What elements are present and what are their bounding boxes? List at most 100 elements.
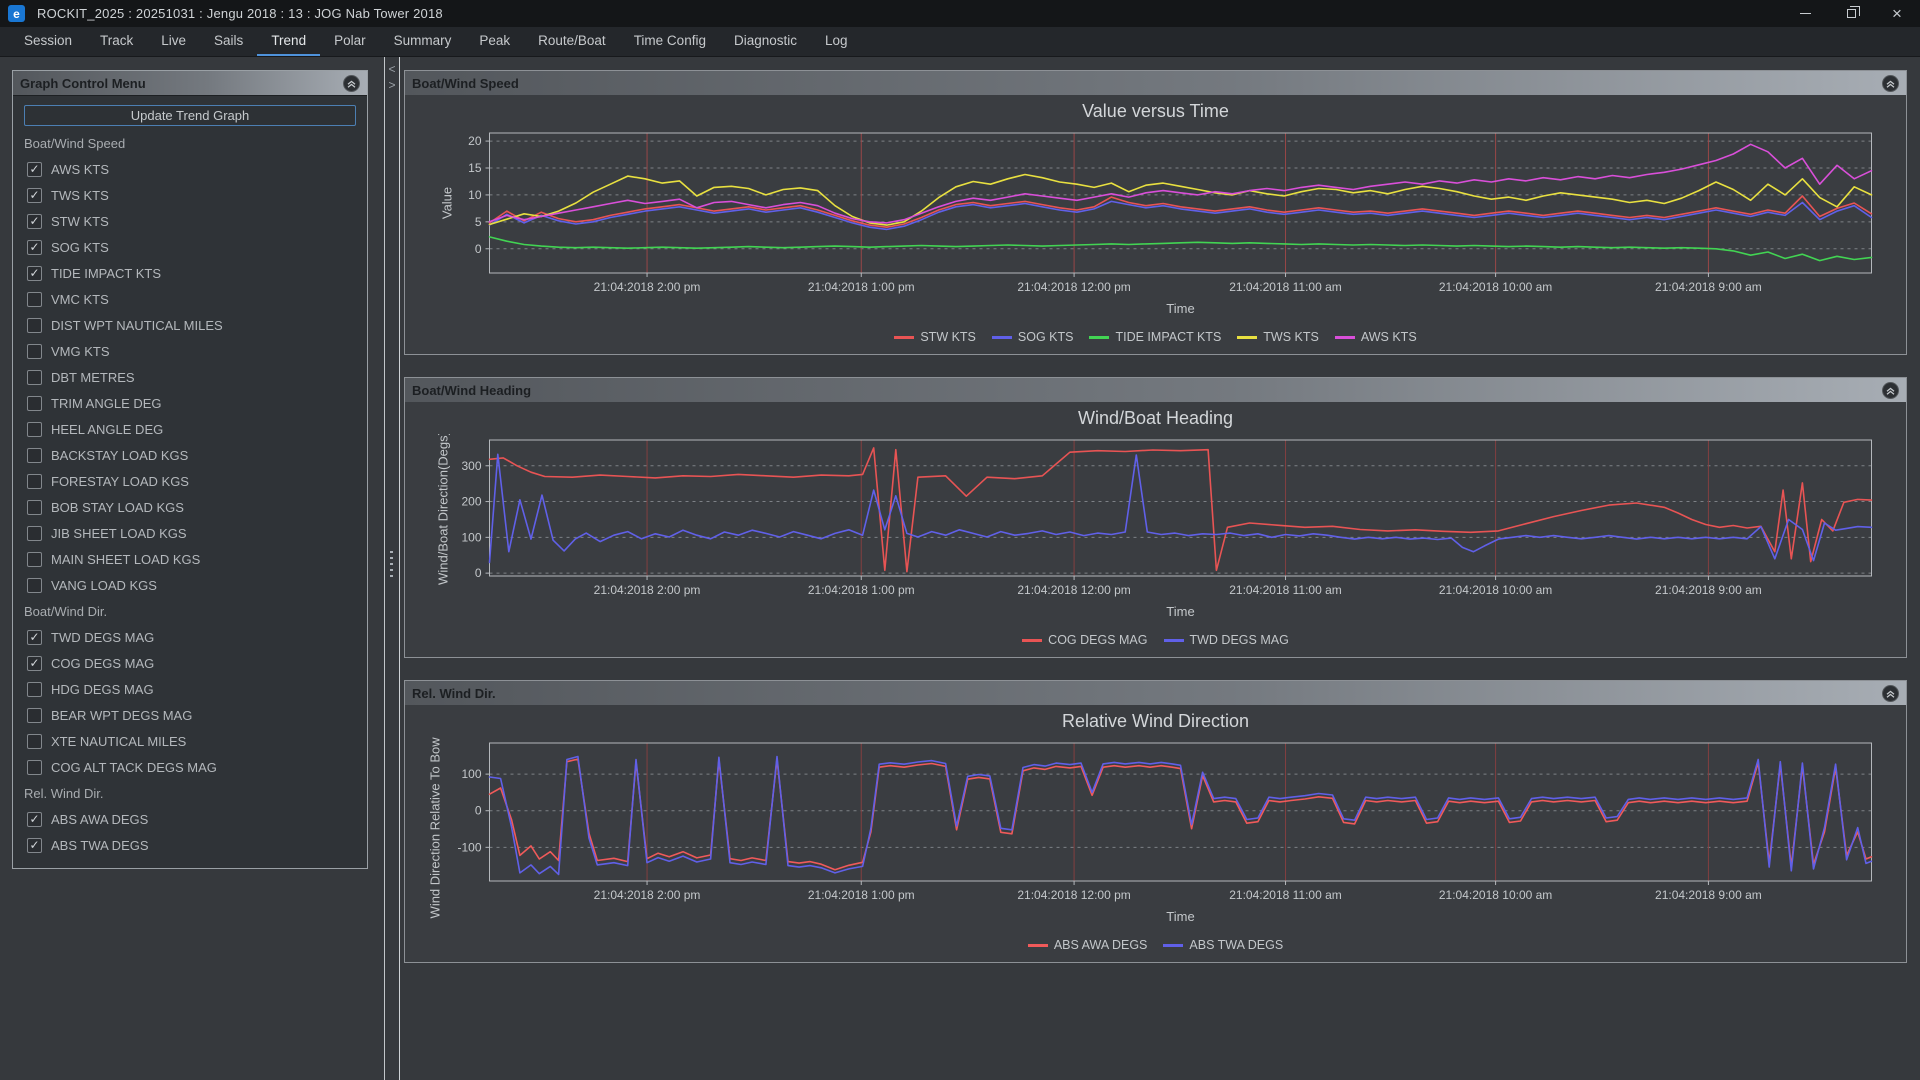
chart-plot: 0 5 10 15 20 21:04:2018 2:00 pm 21:04:2018 1:0… (440, 132, 1873, 316)
checkbox-label: BACKSTAY LOAD KGS (51, 447, 189, 463)
checkbox-item-vmc-kts[interactable]: VMC KTS (24, 286, 356, 312)
checkbox-item-bear-wpt-degs-mag[interactable]: BEAR WPT DEGS MAG (24, 702, 356, 728)
svg-text:Time: Time (1166, 909, 1194, 924)
chart-panel-rel-wind-dir: Rel. Wind Dir. Relative Wind Direction -… (404, 680, 1907, 963)
menu-item-polar[interactable]: Polar (334, 33, 366, 48)
legend-label: TIDE IMPACT KTS (1115, 330, 1222, 344)
checkbox-unchecked-icon[interactable] (27, 317, 42, 333)
checkbox-item-heel-angle-deg[interactable]: HEEL ANGLE DEG (24, 416, 356, 442)
menu-item-sails[interactable]: Sails (214, 33, 244, 48)
menu-item-peak[interactable]: Peak (479, 33, 511, 48)
checkbox-unchecked-icon[interactable] (27, 499, 42, 515)
checkbox-item-sog-kts[interactable]: ✓ SOG KTS (24, 234, 356, 260)
checkbox-unchecked-icon[interactable] (27, 343, 42, 359)
checkbox-checked-icon[interactable]: ✓ (27, 187, 42, 203)
svg-text:21:04:2018 12:00 pm: 21:04:2018 12:00 pm (1017, 583, 1130, 597)
checkbox-item-jib-sheet-load-kgs[interactable]: JIB SHEET LOAD KGS (24, 520, 356, 546)
checkbox-item-bob-stay-load-kgs[interactable]: BOB STAY LOAD KGS (24, 494, 356, 520)
checkbox-unchecked-icon[interactable] (27, 421, 42, 437)
checkbox-checked-icon[interactable]: ✓ (27, 213, 42, 229)
checkbox-unchecked-icon[interactable] (27, 369, 42, 385)
expand-right-icon[interactable]: > (388, 78, 396, 92)
window-title: ROCKIT_2025 : 20251031 : Jengu 2018 : 13… (37, 6, 443, 21)
menu-item-route-boat[interactable]: Route/Boat (538, 33, 606, 48)
checkbox-item-hdg-degs-mag[interactable]: HDG DEGS MAG (24, 676, 356, 702)
checkbox-item-vang-load-kgs[interactable]: VANG LOAD KGS (24, 572, 356, 598)
checkbox-item-aws-kts[interactable]: ✓ AWS KTS (24, 156, 356, 182)
checkbox-item-tide-impact-kts[interactable]: ✓ TIDE IMPACT KTS (24, 260, 356, 286)
splitter-grip[interactable] (390, 551, 393, 581)
checkbox-checked-icon[interactable]: ✓ (27, 239, 42, 255)
collapse-left-icon[interactable]: < (388, 62, 396, 76)
checkbox-item-stw-kts[interactable]: ✓ STW KTS (24, 208, 356, 234)
menu-item-track[interactable]: Track (100, 33, 134, 48)
svg-text:Value: Value (440, 187, 455, 219)
collapse-icon[interactable] (1882, 684, 1899, 702)
checkbox-unchecked-icon[interactable] (27, 291, 42, 307)
menu-item-diagnostic[interactable]: Diagnostic (733, 33, 797, 48)
svg-text:21:04:2018 1:00 pm: 21:04:2018 1:00 pm (808, 583, 915, 597)
checkbox-checked-icon[interactable]: ✓ (27, 161, 42, 177)
checkbox-label: TWD DEGS MAG (51, 629, 155, 645)
checkbox-item-cog-degs-mag[interactable]: ✓ COG DEGS MAG (24, 650, 356, 676)
menu-item-session[interactable]: Session (24, 33, 73, 48)
splitter[interactable]: < > (384, 57, 400, 1080)
checkbox-label: TRIM ANGLE DEG (51, 395, 162, 411)
legend-label: TWS KTS (1263, 330, 1319, 344)
checkbox-item-cog-alt-tack-degs-mag[interactable]: COG ALT TACK DEGS MAG (24, 754, 356, 780)
menu-item-summary[interactable]: Summary (393, 33, 452, 48)
checkbox-unchecked-icon[interactable] (27, 733, 42, 749)
chart-legend: COG DEGS MAG TWD DEGS MAG (415, 630, 1896, 650)
checkbox-unchecked-icon[interactable] (27, 551, 42, 567)
checkbox-item-backstay-load-kgs[interactable]: BACKSTAY LOAD KGS (24, 442, 356, 468)
checkbox-item-xte-nautical-miles[interactable]: XTE NAUTICAL MILES (24, 728, 356, 754)
checkbox-unchecked-icon[interactable] (27, 447, 42, 463)
graph-control-list: Boat/Wind Speed ✓ AWS KTS ✓ TWS KTS ✓ STW KTS ✓… (24, 130, 356, 858)
svg-text:200: 200 (461, 495, 481, 509)
checkbox-item-vmg-kts[interactable]: VMG KTS (24, 338, 356, 364)
collapse-icon[interactable] (1882, 74, 1899, 92)
svg-text:0: 0 (475, 242, 482, 256)
legend-item-twd-degs-mag: TWD DEGS MAG (1163, 633, 1289, 647)
checkbox-item-dbt-metres[interactable]: DBT METRES (24, 364, 356, 390)
collapse-icon[interactable] (343, 74, 360, 92)
legend-item-abs-awa-degs: ABS AWA DEGS (1027, 938, 1147, 952)
checkbox-unchecked-icon[interactable] (27, 707, 42, 723)
checkbox-checked-icon[interactable]: ✓ (27, 265, 42, 281)
restore-button[interactable] (1828, 0, 1874, 27)
close-button[interactable]: × (1892, 4, 1902, 23)
legend-item-aws-kts: AWS KTS (1334, 330, 1417, 344)
checkbox-item-twd-degs-mag[interactable]: ✓ TWD DEGS MAG (24, 624, 356, 650)
checkbox-checked-icon[interactable]: ✓ (27, 629, 42, 645)
checkbox-unchecked-icon[interactable] (27, 525, 42, 541)
svg-text:Time: Time (1166, 301, 1194, 316)
collapse-icon[interactable] (1882, 381, 1899, 399)
menu-item-trend[interactable]: Trend (257, 27, 321, 56)
checkbox-item-abs-awa-degs[interactable]: ✓ ABS AWA DEGS (24, 806, 356, 832)
menu-item-log[interactable]: Log (825, 33, 848, 48)
chart-panel-header: Boat/Wind Heading (405, 378, 1906, 402)
checkbox-unchecked-icon[interactable] (27, 681, 42, 697)
checkbox-item-abs-twa-degs[interactable]: ✓ ABS TWA DEGS (24, 832, 356, 858)
checkbox-checked-icon[interactable]: ✓ (27, 811, 42, 827)
checkbox-unchecked-icon[interactable] (27, 577, 42, 593)
update-trend-graph-button[interactable]: Update Trend Graph (24, 105, 356, 126)
checkbox-item-trim-angle-deg[interactable]: TRIM ANGLE DEG (24, 390, 356, 416)
checkbox-checked-icon[interactable]: ✓ (27, 837, 42, 853)
checkbox-label: HDG DEGS MAG (51, 681, 154, 697)
minimize-icon (1799, 13, 1811, 14)
checkbox-checked-icon[interactable]: ✓ (27, 655, 42, 671)
checkbox-label: COG DEGS MAG (51, 655, 155, 671)
app-icon: e (8, 5, 25, 22)
checkbox-item-forestay-load-kgs[interactable]: FORESTAY LOAD KGS (24, 468, 356, 494)
checkbox-item-main-sheet-load-kgs[interactable]: MAIN SHEET LOAD KGS (24, 546, 356, 572)
menu-item-time-config[interactable]: Time Config (633, 33, 706, 48)
checkbox-unchecked-icon[interactable] (27, 473, 42, 489)
checkbox-label: FORESTAY LOAD KGS (51, 473, 189, 489)
menu-item-live[interactable]: Live (161, 33, 187, 48)
minimize-button[interactable] (1782, 0, 1828, 27)
checkbox-item-dist-wpt-nautical-miles[interactable]: DIST WPT NAUTICAL MILES (24, 312, 356, 338)
checkbox-unchecked-icon[interactable] (27, 395, 42, 411)
checkbox-unchecked-icon[interactable] (27, 759, 42, 775)
checkbox-item-tws-kts[interactable]: ✓ TWS KTS (24, 182, 356, 208)
